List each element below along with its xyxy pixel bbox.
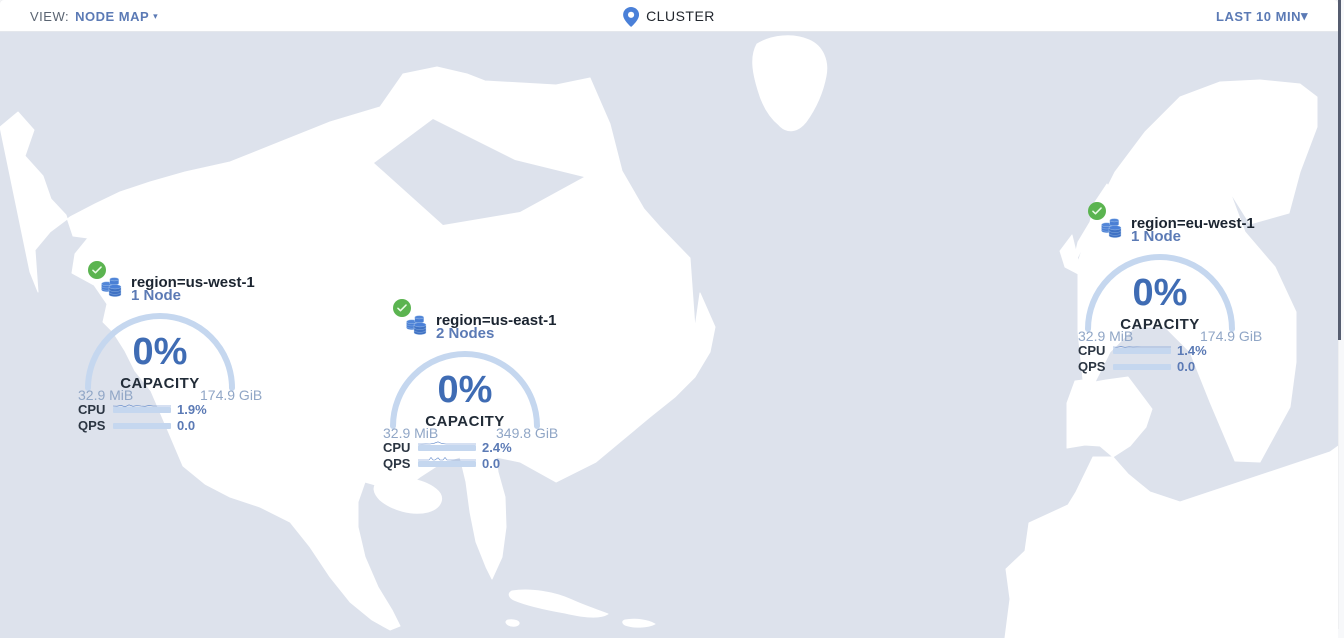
svg-text:0%: 0% bbox=[133, 331, 188, 373]
svg-text:0%: 0% bbox=[438, 369, 493, 411]
svg-text:0%: 0% bbox=[1133, 272, 1188, 314]
